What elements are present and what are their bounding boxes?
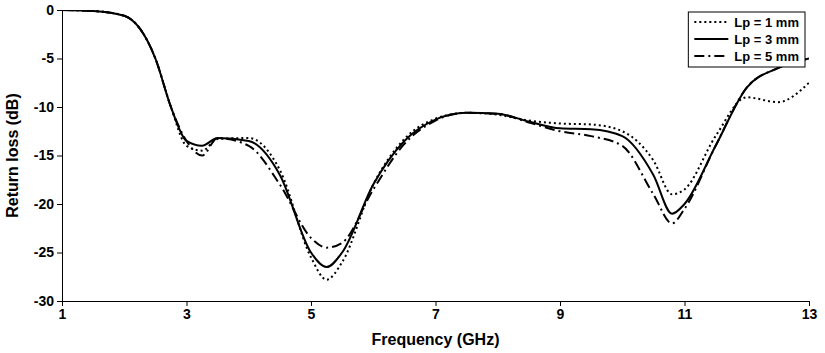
y-tick-label: -20 (34, 196, 54, 212)
x-tick: 9 (557, 301, 565, 322)
x-tick: 11 (678, 301, 693, 322)
y-tick-label: -5 (42, 50, 55, 66)
x-tick: 13 (802, 301, 818, 322)
x-tick-label: 5 (308, 306, 316, 322)
legend-box (688, 12, 805, 67)
y-tick-label: 0 (46, 2, 54, 18)
y-tick: -15 (34, 147, 62, 163)
x-tick-label: 3 (183, 306, 191, 322)
x-tick: 3 (183, 301, 191, 322)
y-tick: -10 (34, 99, 62, 115)
y-tick: -30 (34, 293, 62, 309)
lines (62, 10, 809, 280)
y-tick-label: -10 (34, 99, 54, 115)
y-tick-mark (57, 204, 62, 205)
series-line (62, 10, 809, 267)
legend-label: Lp = 1 mm (734, 15, 799, 30)
y-tick-label: -15 (34, 147, 54, 163)
legend-label: Lp = 5 mm (734, 49, 799, 64)
series-line (62, 10, 809, 280)
y-tick-label: -30 (34, 293, 54, 309)
x-tick: 1 (59, 301, 67, 322)
chart: 135791113-30-25-20-15-10-50Lp = 1 mmLp =… (0, 0, 825, 353)
series-line (62, 10, 809, 248)
legend-item: Lp = 3 mm (694, 32, 799, 47)
legend: Lp = 1 mm Lp = 3 mm Lp = 5 mm (688, 12, 805, 67)
y-axis-title: Return loss (dB) (4, 93, 21, 217)
y-axis-line (57, 11, 63, 302)
legend-swatch (694, 55, 728, 57)
y-tick-mark (57, 156, 62, 157)
x-tick: 7 (432, 301, 440, 322)
x-tick-label: 9 (557, 306, 565, 322)
plot: 135791113-30-25-20-15-10-50Lp = 1 mmLp =… (34, 2, 818, 322)
x-tick-label: 13 (802, 306, 818, 322)
x-tick-label: 11 (678, 306, 693, 322)
legend-swatch (694, 38, 728, 40)
y-tick-mark (57, 301, 62, 302)
x-tick-label: 7 (432, 306, 440, 322)
x-tick-label: 1 (59, 306, 67, 322)
y-tick-label: -25 (34, 244, 54, 260)
y-tick: -25 (34, 244, 62, 260)
legend-item: Lp = 1 mm (694, 15, 799, 30)
y-tick: -20 (34, 196, 62, 212)
legend-item: Lp = 5 mm (694, 49, 799, 64)
y-tick: -5 (42, 50, 62, 66)
y-axis: -30 -25 -20 -15 -10 -5 0 (34, 2, 63, 309)
y-tick: 0 (46, 2, 62, 18)
legend-swatch (694, 21, 728, 23)
legend-label: Lp = 3 mm (734, 32, 799, 47)
x-axis-title: Frequency (GHz) (371, 331, 499, 348)
x-tick: 5 (308, 301, 316, 322)
y-tick-mark (57, 59, 62, 60)
x-axis: 135791113 (59, 301, 818, 322)
y-tick-mark (57, 10, 62, 11)
y-tick-mark (57, 253, 62, 254)
y-tick-mark (57, 107, 62, 108)
